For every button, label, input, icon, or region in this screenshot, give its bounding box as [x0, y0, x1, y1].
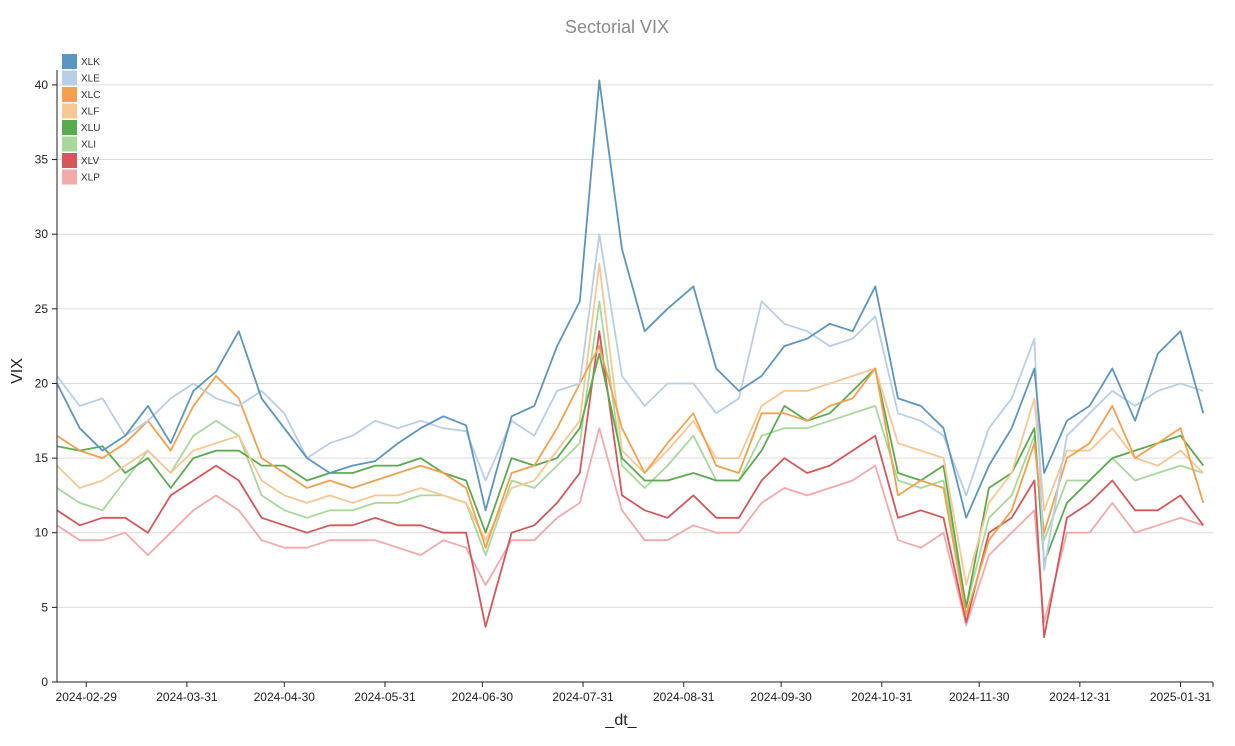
x-tick-label: 2024-11-30: [949, 690, 1010, 704]
legend-label-xlf: XLF: [81, 107, 99, 118]
x-tick-label: 2024-12-31: [1049, 690, 1111, 704]
y-axis-label: VIX: [9, 358, 26, 384]
legend-label-xli: XLI: [81, 140, 96, 151]
legend-swatch-xli: [62, 136, 77, 152]
y-tick-label: 30: [35, 227, 49, 241]
y-tick-label: 25: [35, 302, 49, 316]
x-tick-label: 2024-05-31: [354, 690, 416, 704]
y-axis: 0 5 10 15 20 25 30 35 40: [35, 78, 57, 689]
x-tick-label: 2025-01-31: [1150, 690, 1212, 704]
x-axis: 2024-02-29 2024-03-31 2024-04-30 2024-05-31…: [56, 682, 1214, 704]
legend-swatch-xle: [62, 70, 77, 86]
series-line-xlv: [56, 330, 1205, 639]
legend: XLK XLE XLC XLF XLU XLI XLV XLP: [62, 54, 100, 185]
legend-swatch-xlv: [62, 153, 77, 168]
x-tick-label: 2024-06-30: [452, 690, 514, 704]
x-tick-label: 2024-08-31: [653, 690, 715, 704]
legend-label-xlc: XLC: [81, 90, 100, 101]
x-tick-label: 2024-03-31: [156, 690, 218, 704]
y-tick-label: 0: [41, 675, 48, 689]
legend-swatch-xlk: [62, 54, 77, 69]
legend-label-xlu: XLU: [81, 123, 100, 134]
x-axis-label: _dt_: [604, 712, 637, 729]
y-tick-label: 5: [41, 600, 48, 614]
x-tick-label: 2024-09-30: [750, 690, 812, 704]
y-tick-label: 35: [35, 153, 49, 167]
x-tick-label: 2024-10-31: [851, 690, 913, 704]
legend-swatch-xlu: [62, 120, 77, 135]
x-tick-label: 2024-04-30: [254, 690, 316, 704]
series-line-xlu: [56, 352, 1205, 609]
series-line-xlc: [56, 345, 1205, 616]
y-tick-label: 20: [35, 376, 49, 390]
series-line-xlf: [56, 263, 1204, 586]
legend-swatch-xlp: [62, 169, 77, 185]
chart-title: Sectorial VIX: [565, 17, 669, 37]
series-line-xli: [56, 300, 1204, 609]
series-line-xle: [56, 233, 1204, 571]
series-line-xlp: [56, 427, 1204, 627]
series-lines: [56, 79, 1205, 639]
legend-label-xlv: XLV: [81, 156, 99, 167]
series-line-xlk: [56, 79, 1205, 519]
legend-label-xlp: XLP: [81, 173, 100, 184]
x-tick-label: 2024-07-31: [552, 690, 614, 704]
legend-label-xle: XLE: [81, 74, 100, 85]
legend-label-xlk: XLK: [81, 57, 100, 68]
legend-swatch-xlc: [62, 87, 77, 102]
x-tick-label: 2024-02-29: [56, 690, 118, 704]
legend-swatch-xlf: [62, 103, 77, 119]
y-tick-label: 10: [35, 526, 49, 540]
y-tick-label: 15: [35, 451, 49, 465]
y-tick-label: 40: [35, 78, 49, 92]
